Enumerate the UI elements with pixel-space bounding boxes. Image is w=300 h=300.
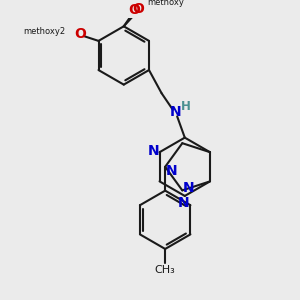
Text: O: O — [128, 3, 140, 17]
Text: N: N — [183, 182, 195, 195]
Text: N: N — [170, 105, 181, 119]
Text: methoxy2: methoxy2 — [23, 27, 65, 36]
Text: O: O — [74, 27, 86, 41]
Text: N: N — [147, 144, 159, 158]
Text: O: O — [132, 2, 144, 16]
Text: CH₃: CH₃ — [155, 265, 176, 275]
Text: methoxy: methoxy — [148, 0, 184, 7]
Text: N: N — [165, 164, 177, 178]
Text: N: N — [178, 196, 189, 210]
Text: H: H — [181, 100, 191, 113]
